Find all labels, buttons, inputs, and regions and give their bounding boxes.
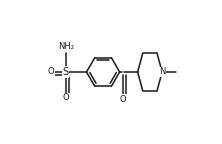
Text: O: O: [120, 95, 127, 104]
Text: NH₂: NH₂: [58, 42, 74, 51]
Text: O: O: [48, 68, 55, 76]
Text: O: O: [62, 93, 69, 102]
Text: S: S: [63, 67, 69, 77]
Text: N: N: [159, 68, 165, 76]
